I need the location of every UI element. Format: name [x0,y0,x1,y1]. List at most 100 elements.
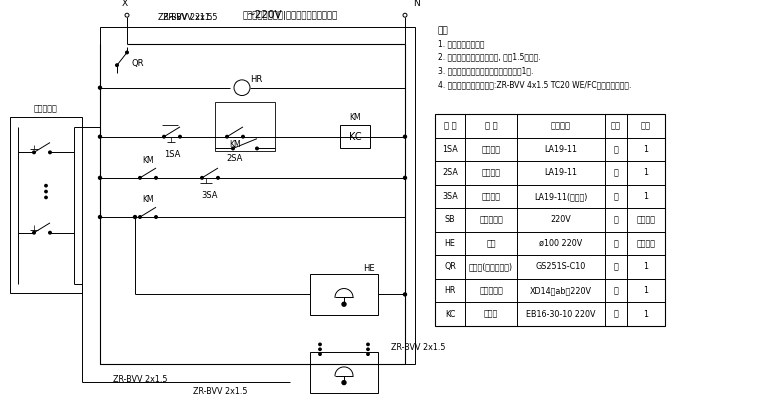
Text: 断路器(带漏电保护): 断路器(带漏电保护) [469,263,513,272]
Circle shape [33,231,35,234]
Bar [340,125,370,148]
Bar [435,114,665,326]
Circle shape [367,353,369,356]
Text: ZR-BVV 2x1.5: ZR-BVV 2x1.5 [158,13,212,22]
Text: KM: KM [349,113,361,122]
Circle shape [134,215,137,219]
Bar [310,274,378,315]
Text: 个: 个 [613,239,619,248]
Circle shape [49,231,51,234]
Text: 同消火栖: 同消火栖 [637,239,655,248]
Text: 1: 1 [644,192,648,201]
Text: 消音按鈕: 消音按鈕 [482,192,501,201]
Text: ZR-BVV 2x1.5: ZR-BVV 2x1.5 [163,13,217,22]
Circle shape [217,177,220,179]
Text: 个: 个 [613,215,619,224]
Text: HR: HR [445,286,456,295]
Text: HR: HR [250,75,262,84]
Text: 个: 个 [613,263,619,272]
Circle shape [318,343,321,346]
Circle shape [404,135,407,138]
Text: 2SA: 2SA [226,154,243,163]
Circle shape [342,302,346,306]
Text: 1: 1 [644,169,648,178]
Text: LA19-11: LA19-11 [544,145,578,154]
Circle shape [116,64,119,67]
Circle shape [138,177,141,179]
Text: 个: 个 [613,192,619,201]
Circle shape [201,177,204,179]
Text: ZR-BVV 2x1.5: ZR-BVV 2x1.5 [391,343,445,352]
Text: 个: 个 [613,286,619,295]
Text: 1SA: 1SA [164,150,180,159]
Circle shape [342,381,346,385]
Text: 1: 1 [644,309,648,319]
Text: 1: 1 [644,286,648,295]
Circle shape [179,135,182,138]
Text: 被保护按鈕: 被保护按鈕 [479,215,503,224]
Circle shape [155,216,157,218]
Text: XD14（ab）220V: XD14（ab）220V [530,286,592,295]
Text: KM: KM [142,195,154,204]
Circle shape [318,353,321,356]
Circle shape [404,293,407,296]
Text: ø100 220V: ø100 220V [540,239,583,248]
Text: 警铃: 警铃 [486,239,496,248]
Bar [10,117,82,293]
Text: 2. 控制箱请在水泵控制箱旁, 距离1.5米以远.: 2. 控制箱请在水泵控制箱旁, 距离1.5米以远. [438,53,540,62]
Text: 1: 1 [644,145,648,154]
Text: KC: KC [445,309,455,319]
Text: QR: QR [444,263,456,272]
Circle shape [33,151,35,154]
Bar [100,27,415,364]
Circle shape [404,176,407,179]
Text: 同消火栖: 同消火栖 [637,215,655,224]
Text: X: X [122,0,128,8]
Circle shape [403,13,407,17]
Text: HE: HE [363,264,375,273]
Text: 220V: 220V [551,215,572,224]
Text: 2SA: 2SA [442,169,458,178]
Text: 3. 被保护机房警铃在每个灏火算旁各裈1个.: 3. 被保护机房警铃在每个灏火算旁各裈1个. [438,67,534,76]
Text: 个: 个 [613,145,619,154]
Text: QR: QR [132,59,144,68]
Text: GS251S-C10: GS251S-C10 [536,263,586,272]
Text: 接触器: 接触器 [484,309,498,319]
Circle shape [242,135,244,138]
Circle shape [318,348,321,351]
Circle shape [255,147,258,150]
Circle shape [155,177,157,179]
Text: 个: 个 [613,309,619,319]
Text: 1. 增加火灾报警装置: 1. 增加火灾报警装置 [438,39,485,48]
Text: LA19-11: LA19-11 [544,169,578,178]
Circle shape [125,13,129,17]
Circle shape [367,343,369,346]
Circle shape [125,51,128,54]
Text: ZR-BVV 2x1.5: ZR-BVV 2x1.5 [112,375,167,384]
Circle shape [234,80,250,95]
Text: 1: 1 [644,263,648,272]
Text: 数量: 数量 [641,121,651,130]
Text: HE: HE [445,239,455,248]
Text: 3SA: 3SA [442,192,458,201]
Text: ~220V: ~220V [247,10,283,20]
Circle shape [99,176,102,179]
Text: 型号规格: 型号规格 [551,121,571,130]
Text: 名 称: 名 称 [485,121,497,130]
Circle shape [99,135,102,138]
Text: 说明: 说明 [438,26,448,35]
Text: KC: KC [349,132,361,142]
Text: LA19-11(串联版): LA19-11(串联版) [534,192,587,201]
Text: 4. 警铃连被保护能级线缆:ZR-BVV 4x1.5 TC20 WE/FC穿墙防止管敏线.: 4. 警铃连被保护能级线缆:ZR-BVV 4x1.5 TC20 WE/FC穿墙防… [438,80,632,89]
Circle shape [45,196,47,199]
Circle shape [138,216,141,218]
Text: 3SA: 3SA [201,191,218,200]
Circle shape [232,147,234,150]
Circle shape [49,151,51,154]
Text: 单位: 单位 [611,121,621,130]
Circle shape [99,86,102,89]
Text: 被保护按鈕: 被保护按鈕 [34,105,58,114]
Bar [310,352,378,393]
Circle shape [45,185,47,187]
Text: 符 号: 符 号 [444,121,456,130]
